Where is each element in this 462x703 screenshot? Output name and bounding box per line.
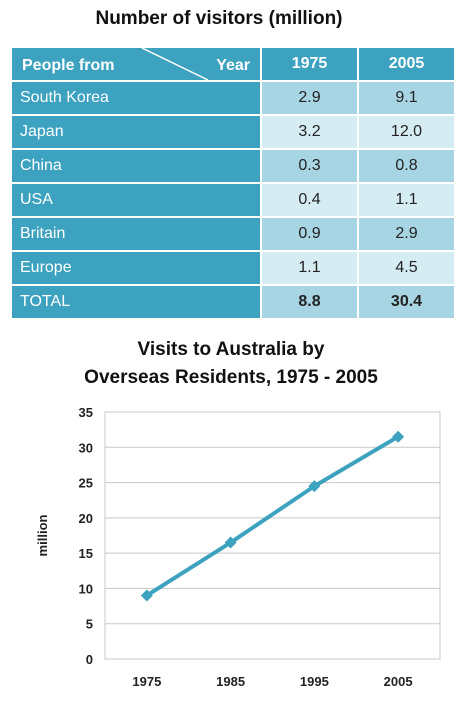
y-tick-label: 5 (86, 617, 93, 632)
cell-1975: 0.9 (260, 216, 359, 252)
cell-2005: 9.1 (357, 80, 456, 116)
table-header-row: People from Year 1975 2005 (10, 46, 456, 82)
y-tick-label: 0 (86, 652, 93, 667)
cell-1975: 0.3 (260, 148, 359, 184)
cell-1975: 0.4 (260, 182, 359, 218)
table-row: South Korea 2.9 9.1 (10, 80, 456, 116)
y-tick-label: 20 (79, 511, 93, 526)
line-chart: 0 5 10 15 20 25 30 35 1975 1985 1995 2005 million (35, 405, 441, 689)
table-total-row: TOTAL 8.8 30.4 (10, 284, 456, 320)
visitors-table: People from Year 1975 2005 South Korea 2… (10, 46, 456, 320)
chart-title-line-1: Visits to Australia by (137, 339, 325, 360)
row-label: USA (10, 182, 262, 218)
row-label: China (10, 148, 262, 184)
cell-1975: 1.1 (260, 250, 359, 286)
x-tick-label: 1995 (300, 674, 329, 689)
table-row: USA 0.4 1.1 (10, 182, 456, 218)
cell-2005: 12.0 (357, 114, 456, 150)
data-point (308, 480, 321, 493)
table-row: Japan 3.2 12.0 (10, 114, 456, 150)
header-year: Year (216, 57, 250, 74)
cell-2005: 2.9 (357, 216, 456, 252)
row-label: Europe (10, 250, 262, 286)
header-corner-cell: People from Year (10, 46, 262, 82)
cell-2005: 0.8 (357, 148, 456, 184)
cell-1975: 3.2 (260, 114, 359, 150)
row-label: Japan (10, 114, 262, 150)
total-2005: 30.4 (357, 284, 456, 320)
y-tick-label: 30 (79, 440, 93, 455)
data-point (392, 430, 405, 443)
cell-2005: 4.5 (357, 250, 456, 286)
cell-1975: 2.9 (260, 80, 359, 116)
header-people-from: People from (22, 57, 115, 74)
table-title: Number of visitors (million) (95, 8, 343, 29)
x-tick-label: 1975 (132, 674, 161, 689)
y-tick-label: 25 (79, 476, 93, 491)
y-tick-label: 10 (79, 581, 93, 596)
table-row: China 0.3 0.8 (10, 148, 456, 184)
row-label: Britain (10, 216, 262, 252)
row-label: South Korea (10, 80, 262, 116)
x-tick-label: 2005 (384, 674, 413, 689)
header-year-2005: 2005 (357, 46, 456, 82)
chart-title: Visits to Australia by Overseas Resident… (0, 336, 462, 392)
total-label: TOTAL (10, 284, 262, 320)
y-axis-label: million (35, 514, 50, 556)
table-row: Europe 1.1 4.5 (10, 250, 456, 286)
plot-area (104, 411, 441, 660)
cell-2005: 1.1 (357, 182, 456, 218)
data-point (224, 536, 237, 549)
data-point (140, 589, 153, 602)
header-year-1975: 1975 (260, 46, 359, 82)
y-tick-label: 15 (79, 546, 93, 561)
chart-title-line-2: Overseas Residents, 1975 - 2005 (84, 367, 378, 388)
table-row: Britain 0.9 2.9 (10, 216, 456, 252)
series-line (145, 434, 400, 598)
header-diagonal-line (141, 48, 209, 80)
y-tick-label: 35 (79, 405, 93, 420)
total-1975: 8.8 (260, 284, 359, 320)
x-tick-label: 1985 (216, 674, 245, 689)
